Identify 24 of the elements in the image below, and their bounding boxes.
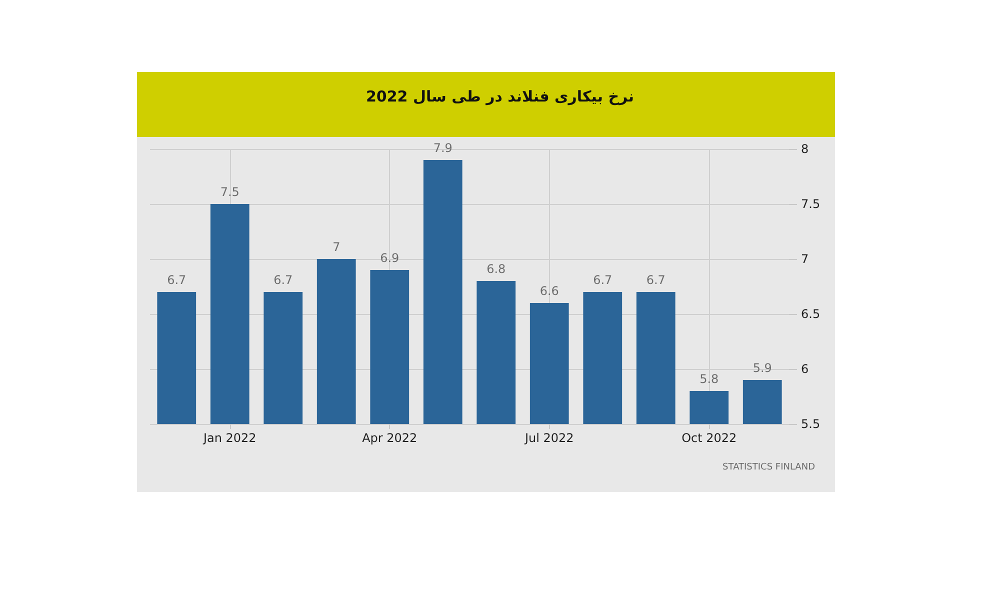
data-label: 6.7	[274, 273, 293, 287]
chart-title: نرخ بیکاری فنلاند در طی سال 2022	[366, 88, 634, 106]
y-tick-label: 7.5	[801, 197, 820, 211]
y-tick-label: 6.5	[801, 307, 820, 321]
text: STATISTICS FINLAND	[722, 462, 816, 472]
data-label: 6.8	[486, 262, 506, 276]
data-label: 5.8	[700, 372, 719, 386]
data-label: 6.7	[646, 273, 666, 287]
data-label: 6.9	[380, 251, 400, 265]
data-label: 5.9	[752, 361, 772, 375]
y-tick-label: 6	[801, 362, 809, 376]
y-tick-label: 7	[801, 252, 809, 266]
data-label: 7.5	[220, 185, 240, 199]
data-label: 7	[332, 240, 340, 254]
y-tick-label: 8	[801, 142, 809, 156]
x-tick-label: Apr 2022	[362, 431, 418, 445]
x-tick-label: Oct 2022	[682, 431, 737, 445]
x-tick-label: Jan 2022	[202, 431, 256, 445]
data-label: 7.9	[433, 141, 452, 155]
data-label: 6.7	[593, 273, 612, 287]
data-label: 6.7	[167, 273, 186, 287]
x-tick-label: Jul 2022	[524, 431, 574, 445]
data-label: 6.6	[540, 284, 559, 298]
y-tick-label: 5.5	[801, 417, 820, 431]
